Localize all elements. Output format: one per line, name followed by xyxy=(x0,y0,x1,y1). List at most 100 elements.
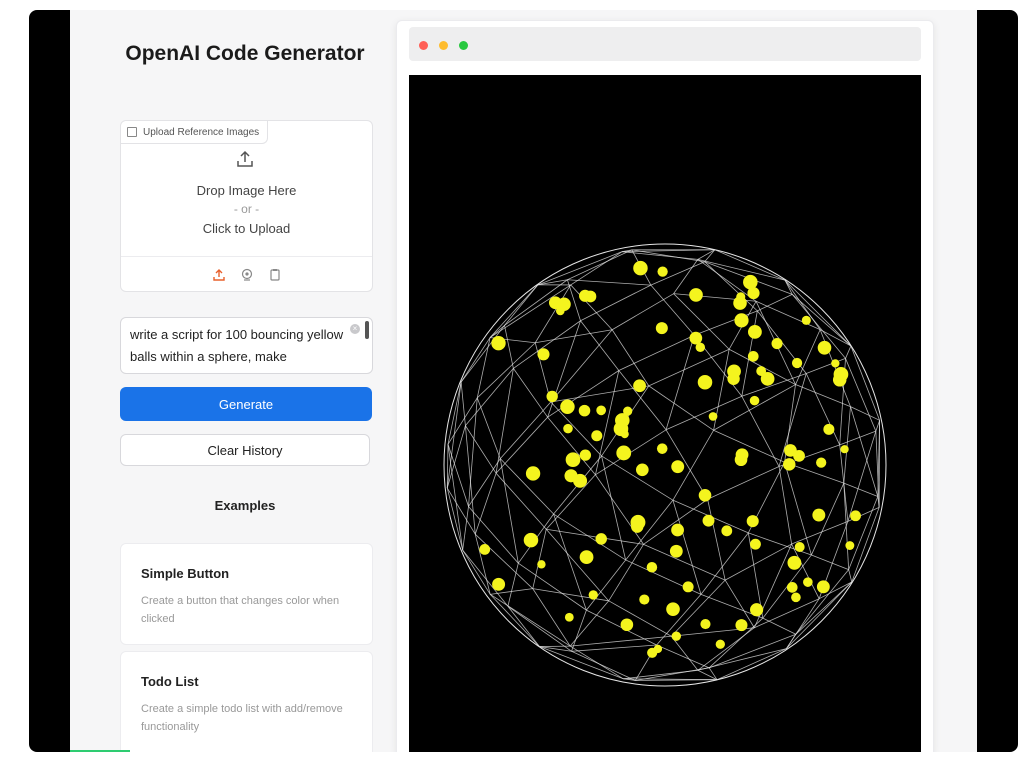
wireframe-edge xyxy=(550,329,613,403)
yellow-ball xyxy=(756,366,767,376)
yellow-ball xyxy=(596,405,607,416)
clear-history-button[interactable]: Clear History xyxy=(120,434,370,466)
wireframe-edge xyxy=(786,598,820,649)
textarea-scrollbar[interactable] xyxy=(365,321,369,339)
wireframe-edge xyxy=(786,581,853,649)
wireframe-edge xyxy=(704,249,716,262)
yellow-ball xyxy=(746,515,759,528)
wireframe-edge xyxy=(754,598,820,629)
image-icon xyxy=(127,127,137,137)
wireframe-edge xyxy=(618,370,667,431)
wireframe-edge xyxy=(553,513,626,561)
wireframe-edge xyxy=(570,284,613,331)
yellow-ball xyxy=(578,404,591,417)
upload-label-text: Upload Reference Images xyxy=(143,126,260,138)
wireframe-edge xyxy=(507,605,572,652)
wireframe-edge xyxy=(462,549,491,595)
wireframe-edge xyxy=(839,430,877,446)
yellow-ball xyxy=(595,533,607,545)
yellow-ball xyxy=(525,466,541,481)
wireframe-edge xyxy=(601,455,627,561)
yellow-ball xyxy=(492,577,506,591)
yellow-ball xyxy=(791,592,801,603)
wireframe-edge xyxy=(643,543,726,581)
wireframe-edge xyxy=(713,384,796,431)
wireframe-edge xyxy=(650,284,695,336)
wireframe-edge xyxy=(848,569,853,583)
yellow-ball xyxy=(669,544,683,558)
wireframe-edge xyxy=(446,487,476,535)
yellow-ball xyxy=(656,443,668,454)
close-dot-icon[interactable] xyxy=(419,41,428,50)
wireframe-edge xyxy=(875,420,880,432)
yellow-ball xyxy=(579,449,592,461)
wireframe-edge xyxy=(539,646,572,652)
wireframe-edge xyxy=(635,679,717,681)
webcam-icon[interactable] xyxy=(240,268,254,282)
wireframe-edge xyxy=(850,406,880,421)
wireframe-edge xyxy=(545,528,609,602)
wireframe-edge xyxy=(474,473,497,535)
preview-titlebar xyxy=(409,27,921,61)
wireframe-edge xyxy=(468,397,478,507)
example-card-todo-list[interactable]: Todo List Create a simple todo list with… xyxy=(120,651,373,752)
yellow-ball xyxy=(817,340,832,355)
wireframe-edge xyxy=(507,563,519,607)
yellow-ball xyxy=(787,555,802,570)
clipboard-icon[interactable] xyxy=(268,268,282,282)
generate-button[interactable]: Generate xyxy=(120,387,372,421)
wireframe-edge xyxy=(819,329,852,347)
wireframe-edge xyxy=(665,395,742,431)
wireframe-edge xyxy=(877,420,881,497)
wireframe-edge xyxy=(567,279,651,286)
wireframe-edge xyxy=(468,458,501,507)
example-card-simple-button[interactable]: Simple Button Create a button that chang… xyxy=(120,543,373,645)
prompt-textarea[interactable]: write a script for 100 bouncing yellow b… xyxy=(120,317,373,374)
wireframe-edge xyxy=(784,279,852,347)
yellow-ball xyxy=(671,631,682,641)
yellow-ball xyxy=(697,375,713,390)
yellow-ball xyxy=(794,542,805,553)
wireframe-edge xyxy=(460,337,491,383)
wireframe-edge xyxy=(665,429,708,500)
wireframe-edge xyxy=(499,458,554,515)
wireframe-edge xyxy=(476,342,536,399)
wireframe-edge xyxy=(795,569,849,635)
yellow-ball xyxy=(523,532,539,548)
yellow-ball xyxy=(823,423,835,435)
letterbox-right xyxy=(977,10,1018,752)
render-canvas[interactable] xyxy=(409,75,921,752)
wireframe-edge xyxy=(741,396,780,467)
image-upload-dropzone[interactable]: Upload Reference Images Drop Image Here … xyxy=(120,120,373,292)
wireframe-edge xyxy=(586,559,626,611)
wireframe-edge xyxy=(547,370,620,418)
wireframe-edge xyxy=(518,562,587,611)
yellow-ball xyxy=(653,644,663,654)
wireframe-edge xyxy=(673,293,730,350)
yellow-ball xyxy=(786,582,798,593)
wireframe-edge xyxy=(724,579,755,628)
yellow-ball xyxy=(749,395,760,406)
wireframe-edge xyxy=(784,279,821,330)
maximize-dot-icon[interactable] xyxy=(459,41,468,50)
wireframe-edge xyxy=(545,474,596,530)
wireframe-edge xyxy=(571,650,636,681)
sphere-wireframe xyxy=(446,249,881,681)
wireframe-edge xyxy=(476,337,491,398)
wireframe-edge xyxy=(757,293,793,312)
wireframe-edge xyxy=(446,425,466,489)
wireframe-edge xyxy=(601,455,674,501)
wireframe-edge xyxy=(507,606,540,647)
upload-icon[interactable] xyxy=(212,268,226,282)
clear-input-icon[interactable]: × xyxy=(350,324,360,334)
wireframe-edge xyxy=(495,416,548,474)
wireframe-edge xyxy=(708,617,764,669)
wireframe-edge xyxy=(697,258,786,281)
wireframe-edge xyxy=(532,588,609,602)
yellow-ball xyxy=(616,445,632,461)
example-description: Create a button that changes color when … xyxy=(141,595,340,625)
wireframe-edge xyxy=(709,633,796,669)
minimize-dot-icon[interactable] xyxy=(439,41,448,50)
wireframe-edge xyxy=(716,648,787,681)
wireframe-edge xyxy=(843,406,851,484)
